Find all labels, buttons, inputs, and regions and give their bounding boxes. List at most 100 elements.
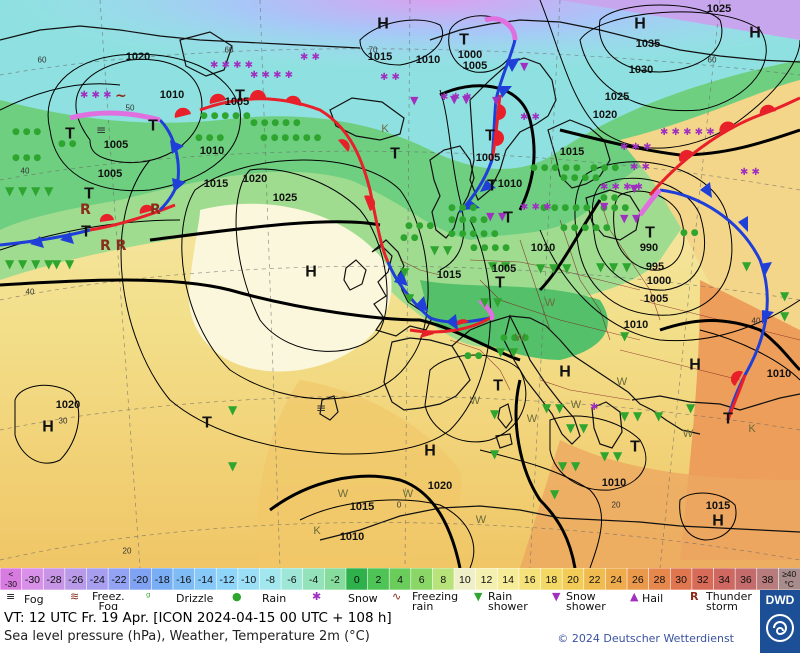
legend-rain-shower: Rain shower	[488, 590, 528, 613]
isobar-label: 1015	[204, 178, 228, 190]
svg-text:● ● ● ●: ● ● ● ●	[560, 173, 600, 183]
temperature-label: 40	[26, 288, 35, 297]
low-pressure-center: T	[503, 210, 513, 227]
svg-text:~: ~	[115, 88, 127, 104]
svg-text:▼ ▼ ▼ ▼: ▼ ▼ ▼ ▼	[5, 257, 54, 271]
isobar-label: 1010	[767, 368, 791, 380]
svg-text:R R: R R	[100, 238, 127, 254]
scale-label: -16	[176, 574, 191, 586]
scale-cell: 14	[496, 567, 520, 591]
scale-label: -26	[68, 574, 83, 586]
scale-label: -12	[219, 574, 234, 586]
high-pressure-center: H	[305, 264, 317, 281]
scale-cell: -12	[215, 567, 239, 591]
svg-text:● ● ●: ● ● ●	[195, 133, 224, 143]
scale-cell: <-30	[0, 567, 23, 591]
svg-text:≡: ≡	[96, 123, 106, 137]
high-pressure-center: H	[749, 25, 761, 42]
svg-text:✱ ✱ ✱: ✱ ✱ ✱	[520, 202, 552, 213]
low-pressure-center: T	[630, 439, 640, 456]
svg-text:▼: ▼	[405, 291, 415, 305]
scale-label: 36	[740, 574, 752, 586]
isobar-label: 1020	[428, 480, 452, 492]
rain-shower-icon: ▼	[474, 590, 483, 603]
svg-text:✱ ✱: ✱ ✱	[380, 72, 400, 83]
svg-text:● ● ●: ● ● ●	[448, 203, 477, 213]
scale-cell: -6	[280, 567, 304, 591]
svg-text:▼: ▼	[780, 289, 790, 303]
isobar-label: 1015	[350, 501, 374, 513]
temperature-label: 40	[21, 167, 30, 176]
svg-text:● ● ● ● ●: ● ● ● ● ●	[250, 118, 301, 128]
isobar-label: 1020	[56, 399, 80, 411]
legend-thunderstorm: Thunder storm	[706, 590, 752, 613]
low-pressure-center: T	[459, 32, 469, 49]
scale-cell: -26	[64, 567, 88, 591]
low-pressure-center: T	[65, 126, 75, 143]
weather-letter: W	[571, 399, 582, 411]
svg-text:● ●: ● ●	[464, 351, 483, 361]
info-panel: VT: 12 UTC Fr. 19 Apr. [ICON 2024-04-15 …	[0, 610, 760, 653]
high-pressure-center: H	[377, 16, 389, 33]
low-pressure-center: T	[202, 415, 212, 432]
scale-label: 34	[718, 574, 730, 586]
svg-text:▼ ▼: ▼ ▼	[620, 212, 641, 225]
svg-text:▼: ▼	[654, 409, 664, 423]
scale-label: -8	[266, 574, 275, 586]
rain-icon: ●	[232, 590, 242, 603]
scale-cell: 38	[756, 567, 780, 591]
scale-label: 14	[502, 574, 514, 586]
scale-cell: 20	[561, 567, 585, 591]
temperature-field	[0, 0, 800, 568]
scale-label: -24	[90, 574, 105, 586]
weather-letter: K	[313, 525, 321, 537]
scale-cell: 12	[475, 567, 499, 591]
low-pressure-center: T	[723, 411, 733, 428]
legend-snow: Snow	[348, 592, 378, 605]
legend-drizzle: Drizzle	[176, 592, 214, 605]
scale-label: <	[8, 569, 13, 579]
front-symbols	[30, 58, 776, 386]
borders	[399, 199, 800, 401]
temperature-label: 0	[397, 501, 402, 510]
svg-text:▼ ▼ ▼: ▼ ▼ ▼	[536, 261, 572, 275]
weather-letters: K K K W W W W W W W W W W	[313, 123, 756, 537]
legend-fog: Fog	[24, 593, 44, 606]
drizzle-icon: ᵍ	[146, 590, 151, 603]
scale-cell: 8	[432, 567, 455, 591]
isobar-label: 1000	[647, 275, 671, 287]
scale-label: 30	[675, 574, 687, 586]
scale-label: 22	[589, 574, 601, 586]
thunderstorm-icon: R	[690, 590, 699, 603]
svg-text:✱ ✱ ✱: ✱ ✱ ✱	[620, 142, 652, 153]
temperature-label: 30	[59, 417, 68, 426]
isobar-label: 1010	[416, 54, 440, 66]
scale-label: 24	[610, 574, 622, 586]
svg-text:● ● ●: ● ● ●	[12, 153, 41, 163]
temperature-label: 20	[123, 547, 132, 556]
scale-cell: -30	[21, 567, 45, 591]
snow-shower-icon: ▼	[552, 590, 561, 603]
scale-cell: ≥40°C	[778, 567, 800, 591]
isobar-label: 1005	[225, 96, 249, 108]
isobar-label: 990	[640, 242, 658, 254]
svg-text:▼: ▼	[492, 94, 501, 107]
isobar-label: 1005	[98, 168, 122, 180]
scale-cell: 16	[518, 567, 542, 591]
weather-letter: W	[338, 488, 349, 500]
weather-legend: ≡ Fog ≋ Freez. Fog ᵍ Drizzle ● Rain ✱ Sn…	[0, 590, 760, 613]
svg-text:▼ ▼: ▼ ▼	[620, 409, 643, 423]
scale-cell: 32	[691, 567, 715, 591]
legend-freezing-rain: Freezing rain	[412, 590, 459, 613]
scale-cell: -14	[194, 567, 218, 591]
svg-text:● ● ● ● ●: ● ● ● ● ●	[200, 111, 251, 121]
temperature-label: 60	[225, 46, 234, 55]
svg-text:● ● ● ● ●: ● ● ● ● ●	[448, 229, 499, 239]
svg-text:▼: ▼	[742, 259, 752, 273]
temperature-label: 70	[369, 46, 378, 55]
isobar-label: 1010	[340, 531, 364, 543]
scale-label: 16	[524, 574, 536, 586]
temperature-label: 50	[126, 104, 135, 113]
svg-text:● ● ●: ● ● ●	[500, 333, 529, 343]
low-pressure-center: T	[493, 378, 503, 395]
